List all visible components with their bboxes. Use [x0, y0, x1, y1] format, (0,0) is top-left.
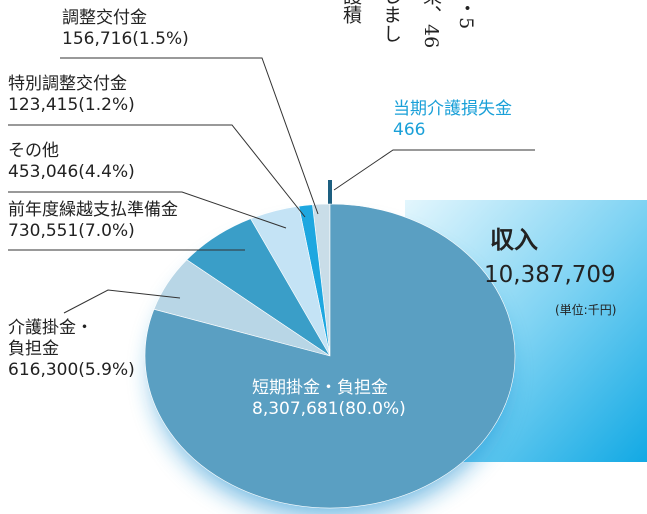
slice	[144, 203, 516, 509]
leader-line	[8, 124, 306, 218]
vertical-text: 果、46	[420, 0, 442, 49]
slice-label: 特別調整交付金	[8, 74, 127, 94]
slice-label: 当期介護損失金	[393, 99, 512, 119]
vertical-text: 。	[310, 0, 332, 5]
slice-label: 調整交付金	[62, 8, 147, 28]
total: 10,387,709	[484, 262, 616, 288]
slice-value-label: 453,046(4.4%)	[8, 162, 135, 182]
pie-title: 収入	[490, 226, 538, 254]
slice-value-label: 123,415(1.2%)	[8, 95, 135, 115]
slices	[144, 180, 516, 509]
vertical-text: しまし	[380, 0, 402, 43]
slice-value-label: 466	[393, 120, 426, 140]
unit: (単位:千円)	[555, 302, 616, 317]
leader-line	[333, 149, 535, 191]
slice-value-label: 730,551(7.0%)	[8, 221, 135, 241]
slice-label: 前年度繰越支払準備金	[8, 200, 178, 220]
slice-label: その他	[8, 141, 59, 161]
leader-line	[60, 57, 319, 215]
slice-value-label: 616,300(5.9%)	[8, 360, 135, 380]
slice-label: 介護掛金・負担金	[8, 318, 93, 359]
leader-line	[63, 289, 181, 314]
slice-label: 短期掛金・負担金	[252, 378, 388, 398]
vertical-text: 8・5	[455, 0, 477, 30]
leader-line	[8, 191, 287, 229]
vertical-text: 護積	[340, 0, 362, 24]
slice-value-label: 8,307,681(80.0%)	[252, 399, 406, 419]
slice-value-label: 156,716(1.5%)	[62, 29, 189, 49]
